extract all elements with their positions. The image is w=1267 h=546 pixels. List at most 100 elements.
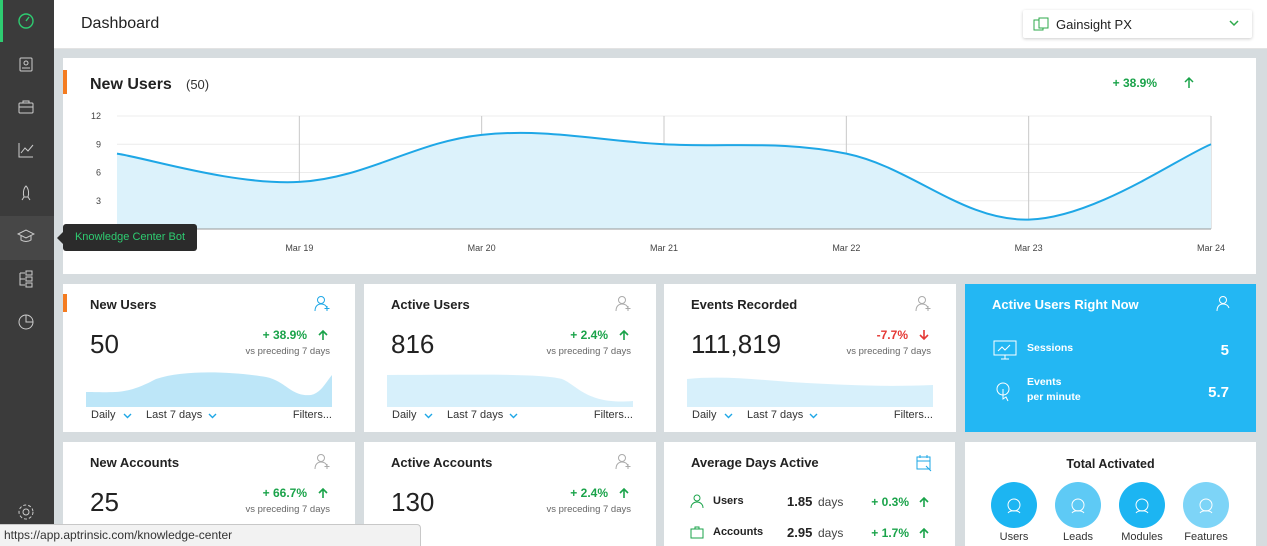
sidebar-icon[interactable] (17, 184, 35, 202)
x-tick-label: Mar 21 (650, 243, 678, 253)
chevron (1229, 20, 1239, 27)
card-control[interactable]: Filters... (893, 409, 933, 421)
row-unit: days (818, 526, 844, 540)
chevron (208, 413, 217, 419)
sparkline (687, 377, 933, 407)
settings-icon[interactable] (17, 503, 35, 521)
card-control[interactable]: Daily (91, 409, 116, 421)
chevron (424, 413, 433, 419)
activation-icon (1135, 498, 1149, 514)
card-control[interactable]: Last 7 days (447, 409, 504, 421)
card-change: + 2.4% (570, 486, 608, 500)
chevron (724, 413, 733, 419)
activation-circle[interactable] (1183, 482, 1229, 528)
account-name: Gainsight PX (1056, 17, 1132, 32)
card-value: 50 (90, 329, 119, 359)
card-control[interactable]: Last 7 days (747, 409, 804, 421)
activation-icon (1007, 498, 1021, 514)
sidebar-icon[interactable] (17, 12, 35, 30)
page-title: Dashboard (81, 15, 160, 32)
sidebar-icon[interactable] (17, 270, 35, 288)
card-title: Average Days Active (691, 455, 819, 470)
card-icon (916, 455, 932, 472)
row-icon (690, 526, 704, 539)
activation-circle[interactable] (1055, 482, 1101, 528)
card-compare: vs preceding 7 days (546, 346, 632, 357)
card-icon (314, 296, 330, 312)
card-value: 25 (90, 487, 119, 517)
account-dropdown[interactable]: Gainsight PX (1023, 10, 1252, 38)
row-value: 2.95 (787, 525, 813, 540)
y-tick-label: 6 (96, 168, 101, 178)
card-compare: vs preceding 7 days (846, 346, 932, 357)
activation-circle[interactable] (1119, 482, 1165, 528)
arrow-up (919, 527, 929, 538)
row-icon (690, 494, 704, 508)
activation-circle[interactable] (991, 482, 1037, 528)
row-label: Accounts (713, 526, 764, 538)
card-value: 130 (391, 487, 435, 517)
tooltip-arrow (57, 232, 63, 244)
card-title: New Users (90, 297, 157, 312)
card-control[interactable]: Filters... (292, 409, 332, 421)
activation-icon (1071, 498, 1085, 514)
chart-change: + 38.9% (1113, 76, 1158, 90)
card-change: -7.7% (876, 328, 908, 342)
activation-label: Modules (1121, 531, 1163, 543)
activation-label: Leads (1063, 531, 1093, 543)
card-icon (615, 296, 631, 312)
chevron (509, 413, 518, 419)
card-change: + 2.4% (570, 328, 608, 342)
row-unit: days (818, 495, 844, 509)
sidebar-icon[interactable] (17, 313, 35, 331)
card-icon (1216, 296, 1230, 312)
metric-card[interactable]: Events Recorded 111,819 -7.7% vs preceding … (664, 284, 956, 432)
area (117, 132, 1211, 229)
card-title: Active Users Right Now (992, 297, 1139, 312)
card-compare: vs preceding 7 days (245, 504, 331, 515)
right-now-card[interactable]: Active Users Right Now Sessions 5 Events per… (965, 284, 1256, 432)
arrow-down (919, 330, 929, 341)
row-label: Sessions (1027, 342, 1074, 354)
arrow-up (619, 487, 629, 498)
line (116, 131, 1212, 221)
active-indicator (0, 0, 3, 42)
chart-count: (50) (186, 77, 209, 92)
card-control[interactable]: Daily (692, 409, 717, 421)
x-tick-label: Mar 20 (468, 243, 496, 253)
sparkline (387, 525, 633, 546)
arrow-up (919, 496, 929, 507)
card-title: Total Activated (1066, 457, 1155, 471)
card-control[interactable]: Filters... (593, 409, 633, 421)
account-icon (1033, 17, 1049, 31)
y-tick-label: 3 (96, 196, 101, 206)
card-icon (915, 296, 931, 312)
card-control[interactable]: Last 7 days (146, 409, 203, 421)
card-compare: vs preceding 7 days (546, 504, 632, 515)
activation-icon (1199, 498, 1213, 514)
sparkline (387, 374, 633, 407)
row-change: + 0.3% (871, 495, 909, 509)
card-title: Active Accounts (391, 455, 493, 470)
sidebar-icon[interactable] (17, 55, 35, 73)
row-value: 1.85 (787, 494, 813, 509)
sidebar-icon[interactable] (17, 227, 35, 245)
sidebar (0, 0, 54, 546)
average-days-card[interactable]: Average Days Active Users 1.85 days + 0.3% Ac… (664, 442, 955, 546)
card-change: + 38.9% (262, 328, 307, 342)
card-title: New Accounts (90, 455, 180, 470)
total-activated-card[interactable]: Total Activated Users Leads Modules Features (965, 442, 1256, 546)
row-change: + 1.7% (871, 526, 909, 540)
card-control[interactable]: Daily (392, 409, 417, 421)
card-compare: vs preceding 7 days (245, 346, 331, 357)
row-value: 5 (1220, 342, 1229, 359)
x-tick-label: Mar 22 (832, 243, 860, 253)
sidebar-icon[interactable] (17, 141, 35, 159)
metric-card[interactable]: Active Users 816 + 2.4% vs preceding 7 days… (364, 284, 656, 432)
sidebar-icon[interactable] (17, 98, 35, 116)
metric-card[interactable]: New Users 50 + 38.9% vs preceding 7 days Dai… (63, 284, 355, 432)
card-change: + 66.7% (262, 486, 307, 500)
row-label: per minute (1027, 391, 1081, 403)
card-title: Active Users (391, 297, 470, 312)
